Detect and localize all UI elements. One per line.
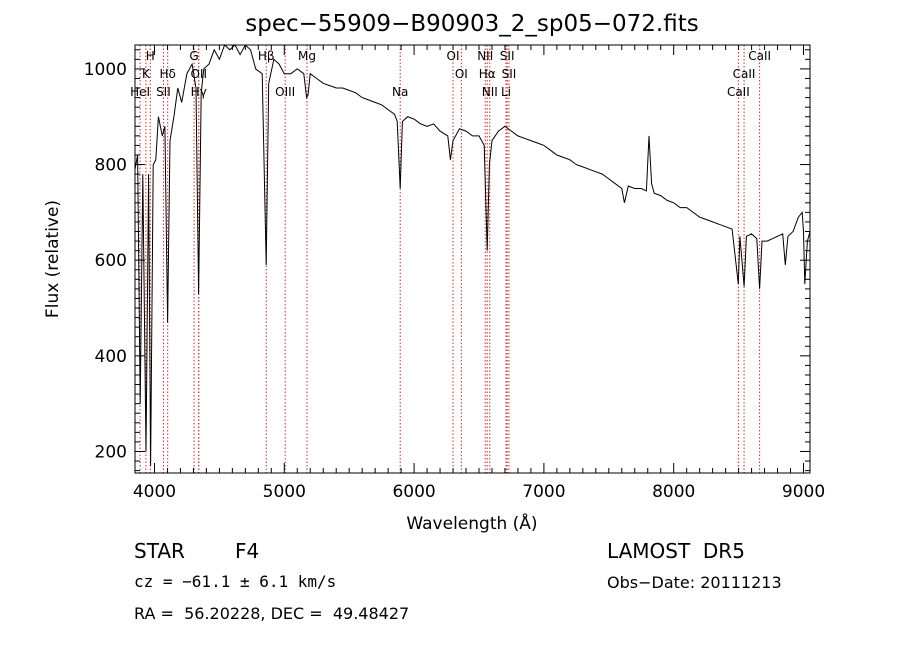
spectral-line-label: SII [500, 49, 515, 63]
spectral-line-label: HeI [130, 85, 150, 99]
y-tick-label: 400 [95, 347, 127, 367]
redshift-velocity: cz = −61.1 ± 6.1 km/s [134, 572, 337, 591]
spectral-line-label: CaII [748, 49, 771, 63]
spectral-line-label: Na [392, 85, 408, 99]
spectral-line-label: SII [156, 85, 171, 99]
x-tick-label: 6000 [392, 482, 435, 502]
x-axis-label: Wavelength (Å) [406, 512, 537, 534]
x-tick-label: 8000 [652, 482, 695, 502]
plot-frame [134, 44, 811, 474]
chart-title: spec−55909−B90903_2_sp05−072.fits [245, 11, 699, 37]
y-axis: 200 400 600 800 1000 [84, 49, 810, 472]
spectral-line-label: NII [482, 85, 498, 99]
spectral-line-label: Hα [479, 67, 496, 81]
spectral-line-label: OIII [275, 85, 295, 99]
x-tick-label: 5000 [263, 482, 306, 502]
x-tick-label: 7000 [522, 482, 565, 502]
spectral-line-labels: HKHeIHδSIIGOIIHγHβOIIIMgNaOIOINIIHαNIISI… [130, 49, 771, 99]
spectral-line-label: G [189, 49, 198, 63]
spectral-line-label: SII [502, 67, 517, 81]
survey-name: LAMOST DR5 [607, 539, 745, 563]
y-tick-label: 600 [95, 251, 127, 271]
spectral-line-label: NII [477, 49, 493, 63]
sky-coordinates: RA = 56.20228, DEC = 49.48427 [134, 604, 410, 623]
spectral-line-label: Mg [298, 49, 316, 63]
object-subclass: F4 [235, 539, 260, 563]
y-tick-label: 200 [95, 442, 127, 462]
spectral-line-label: OI [455, 67, 468, 81]
spectral-line-markers [139, 45, 761, 473]
spectrum-line [134, 44, 811, 466]
spectral-line-label: Hδ [160, 67, 176, 81]
spectrum-chart: spec−55909−B90903_2_sp05−072.fits HK HeI H… [43, 11, 825, 534]
spectral-line-label: Hγ [191, 85, 207, 99]
spectral-line-label: H [146, 49, 155, 63]
y-tick-label: 800 [95, 156, 127, 176]
spectral-line-label: Hβ [258, 49, 275, 63]
spectral-line-label: Li [501, 85, 511, 99]
spectral-line-label: OI [447, 49, 460, 63]
spectral-line-label: CaII [733, 67, 756, 81]
x-tick-label: 9000 [782, 482, 825, 502]
y-tick-label: 1000 [84, 60, 127, 80]
spectral-line-label: K [142, 67, 151, 81]
object-class: STAR [134, 539, 185, 563]
x-tick-label: 4000 [133, 482, 176, 502]
observation-date: Obs−Date: 20111213 [607, 573, 782, 592]
y-axis-label: Flux (relative) [43, 200, 63, 318]
x-axis: 4000 5000 6000 7000 8000 9000 [133, 45, 825, 502]
spectral-line-label: CaII [727, 85, 750, 99]
